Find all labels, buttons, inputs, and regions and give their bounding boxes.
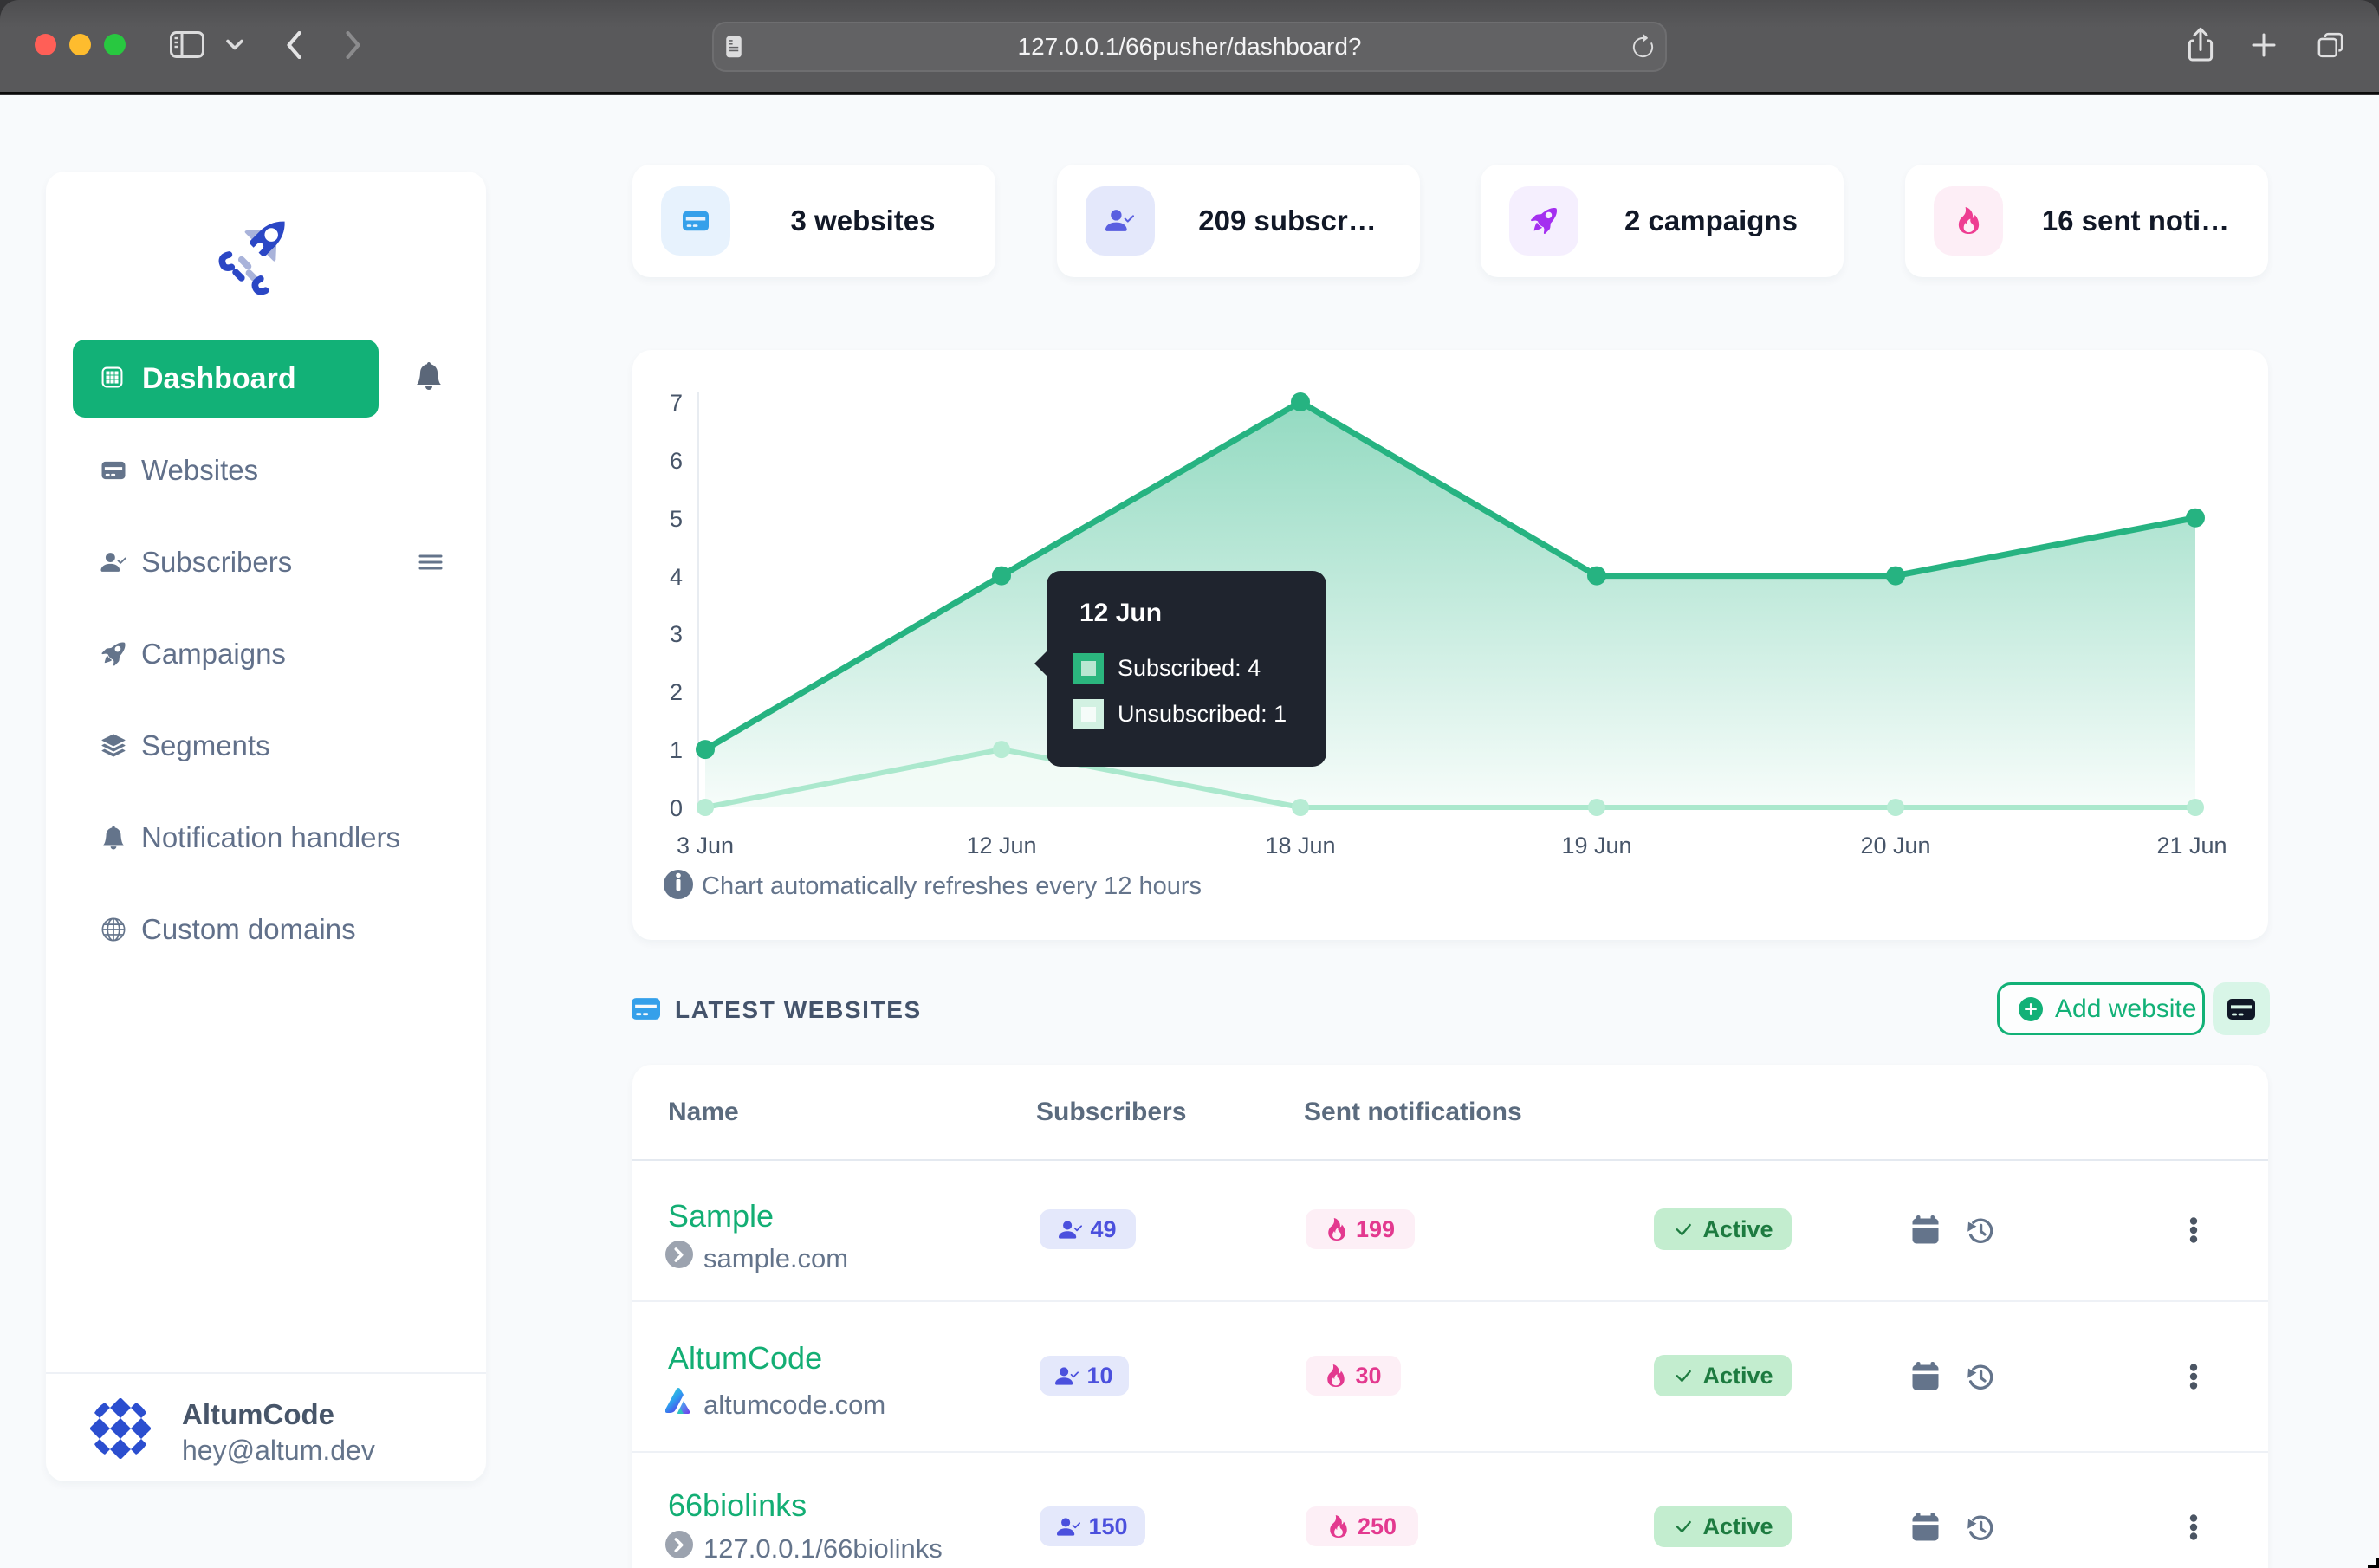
svg-text:12 Jun: 12 Jun — [966, 833, 1036, 859]
svg-text:3 Jun: 3 Jun — [677, 833, 734, 859]
svg-text:Chart automatically refreshes: Chart automatically refreshes every 12 h… — [702, 872, 1202, 900]
svg-text:21 Jun: 21 Jun — [2156, 833, 2227, 859]
svg-text:5: 5 — [670, 506, 683, 532]
svg-text:6: 6 — [670, 448, 683, 474]
svg-text:20 Jun: 20 Jun — [1860, 833, 1930, 859]
svg-text:3: 3 — [670, 621, 683, 647]
svg-text:7: 7 — [670, 390, 683, 416]
svg-text:18 Jun: 18 Jun — [1265, 833, 1335, 859]
svg-text:1: 1 — [670, 737, 683, 763]
svg-text:2: 2 — [670, 679, 683, 705]
svg-text:19 Jun: 19 Jun — [1561, 833, 1631, 859]
svg-text:0: 0 — [670, 795, 683, 821]
svg-text:4: 4 — [670, 564, 683, 590]
